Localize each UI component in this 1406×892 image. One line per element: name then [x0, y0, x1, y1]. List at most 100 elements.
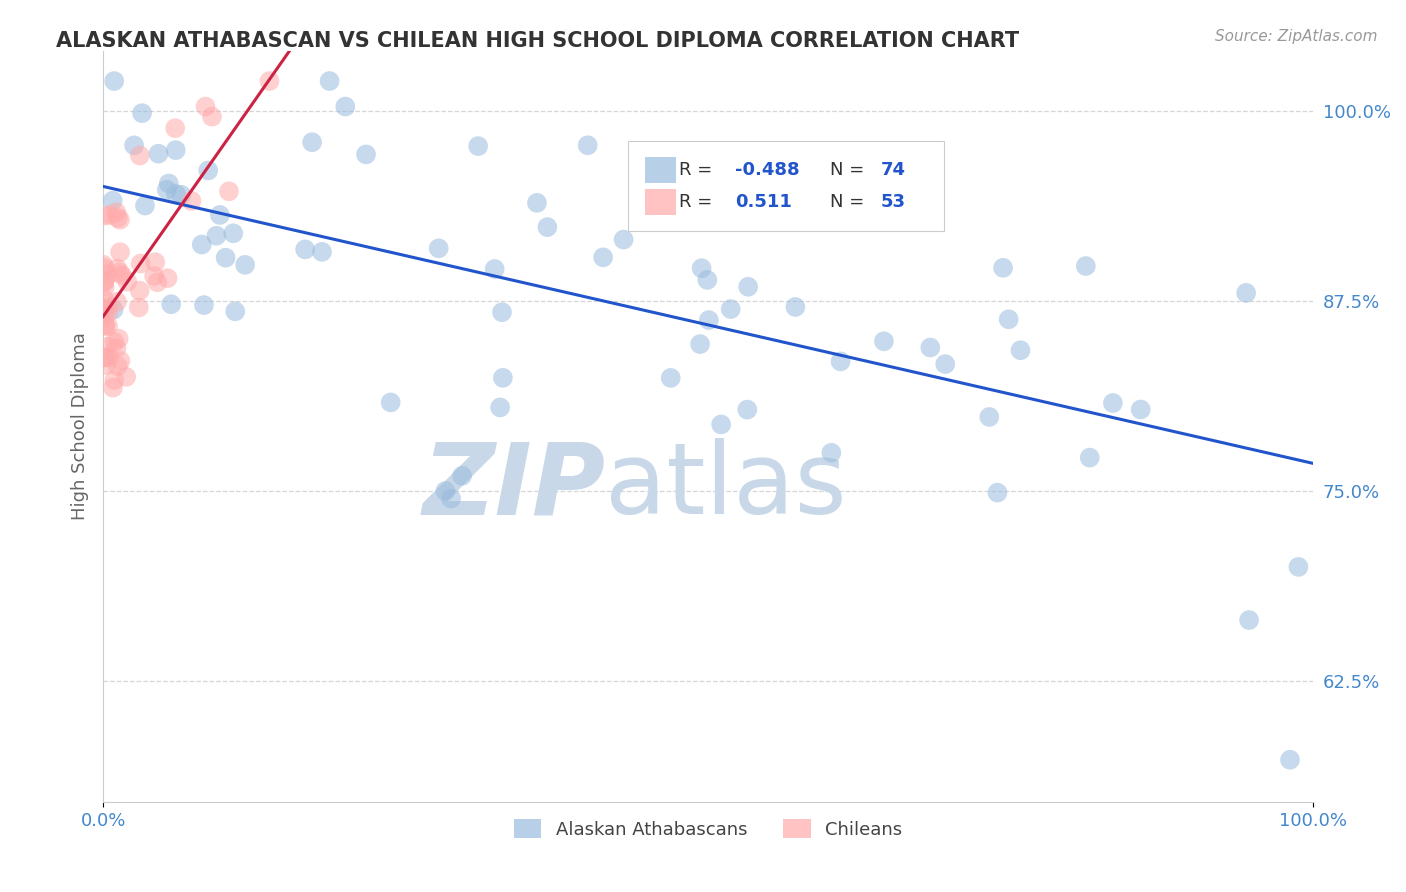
Point: [1129, 402, 1152, 417]
Point: [105, 294, 128, 309]
Point: [110, 354, 132, 368]
Point: [180, 194, 202, 208]
Point: [93, 261, 115, 276]
Point: [105, 205, 128, 219]
Point: [117, 275, 139, 289]
Point: [128, 148, 150, 162]
Point: [690, 261, 713, 276]
Point: [108, 245, 131, 260]
Point: [94, 318, 117, 333]
Point: [108, 266, 131, 280]
Point: [900, 166, 922, 180]
Point: [335, 99, 357, 113]
Point: [785, 300, 807, 314]
Point: [1278, 753, 1301, 767]
Point: [1237, 613, 1260, 627]
Point: [157, 177, 180, 191]
Point: [105, 261, 128, 276]
Point: [97, 306, 120, 320]
Point: [93, 258, 115, 272]
Point: [98, 208, 121, 222]
Point: [1074, 259, 1097, 273]
Point: [129, 256, 152, 270]
Point: [107, 211, 129, 225]
Point: [156, 271, 179, 285]
Point: [128, 284, 150, 298]
Text: 0.511: 0.511: [735, 193, 792, 211]
Point: [93, 310, 115, 324]
Point: [97, 299, 120, 313]
Point: [208, 208, 231, 222]
Point: [97, 267, 120, 281]
Point: [491, 305, 513, 319]
Point: [105, 341, 128, 355]
Point: [934, 357, 956, 371]
Point: [93, 209, 115, 223]
Point: [820, 446, 842, 460]
Point: [451, 468, 474, 483]
Point: [576, 138, 599, 153]
Point: [107, 359, 129, 373]
Point: [294, 243, 316, 257]
Point: [380, 395, 402, 409]
Point: [659, 371, 682, 385]
Point: [979, 409, 1001, 424]
Point: [920, 341, 942, 355]
Point: [689, 337, 711, 351]
Point: [830, 354, 852, 368]
Point: [710, 417, 733, 432]
Point: [696, 273, 718, 287]
Point: [170, 187, 193, 202]
Point: [828, 192, 851, 206]
Point: [259, 74, 281, 88]
Point: [197, 163, 219, 178]
Point: [165, 121, 187, 136]
Point: [427, 241, 450, 255]
Point: [128, 301, 150, 315]
Point: [592, 250, 614, 264]
Point: [122, 138, 145, 153]
Point: [233, 258, 256, 272]
Point: [103, 302, 125, 317]
Point: [613, 233, 636, 247]
Point: [986, 485, 1008, 500]
Text: -0.488: -0.488: [735, 161, 800, 179]
Point: [737, 279, 759, 293]
Point: [1078, 450, 1101, 465]
Point: [191, 237, 214, 252]
Point: [697, 313, 720, 327]
Point: [1234, 285, 1257, 300]
Point: [224, 304, 246, 318]
Text: ZIP: ZIP: [422, 438, 606, 535]
Point: [103, 74, 125, 88]
Text: ALASKAN ATHABASCAN VS CHILEAN HIGH SCHOOL DIPLOMA CORRELATION CHART: ALASKAN ATHABASCAN VS CHILEAN HIGH SCHOO…: [56, 31, 1019, 51]
Point: [201, 110, 224, 124]
Point: [301, 135, 323, 149]
Point: [1010, 343, 1032, 358]
Point: [311, 244, 333, 259]
Text: N =: N =: [830, 193, 865, 211]
Point: [96, 358, 118, 372]
Point: [194, 99, 217, 113]
Point: [222, 227, 245, 241]
Point: [214, 251, 236, 265]
Point: [156, 183, 179, 197]
Text: R =: R =: [679, 161, 711, 179]
Point: [160, 297, 183, 311]
Point: [93, 301, 115, 316]
Text: N =: N =: [830, 161, 865, 179]
Y-axis label: High School Diploma: High School Diploma: [72, 333, 89, 520]
Point: [148, 146, 170, 161]
Point: [526, 195, 548, 210]
Text: Source: ZipAtlas.com: Source: ZipAtlas.com: [1215, 29, 1378, 44]
Point: [107, 332, 129, 346]
Point: [143, 268, 166, 283]
Point: [873, 334, 896, 349]
Point: [695, 151, 717, 165]
Point: [735, 402, 758, 417]
Point: [489, 401, 512, 415]
Point: [205, 228, 228, 243]
Point: [991, 260, 1014, 275]
Point: [536, 220, 558, 235]
Point: [354, 147, 377, 161]
